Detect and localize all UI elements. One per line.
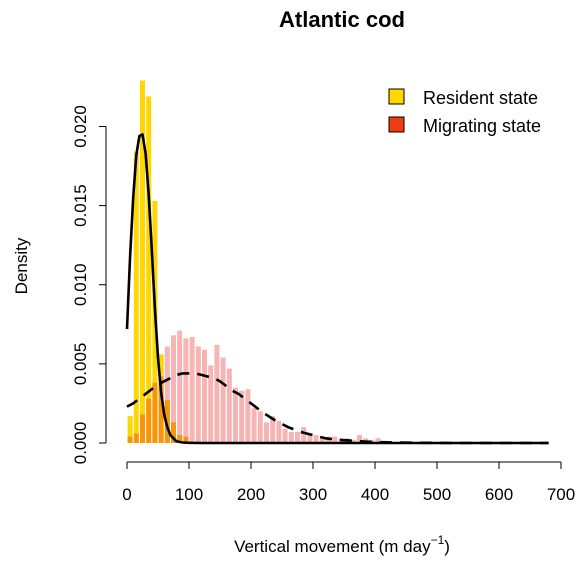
migrating-bar: [332, 436, 338, 443]
overlap-bar: [133, 433, 139, 443]
x-tick-label: 500: [423, 485, 451, 504]
x-axis-label-main: Vertical movement (m day: [234, 537, 431, 556]
legend-swatch-migrating: [388, 116, 405, 133]
overlap-bar: [171, 422, 176, 443]
resident-bar: [146, 96, 152, 444]
legend: Resident state Migrating state: [388, 88, 541, 136]
histogram-bars: [127, 80, 387, 444]
y-tick-label: 0.005: [71, 343, 90, 386]
x-tick-label: 0: [122, 485, 131, 504]
migrating-bar: [276, 420, 282, 443]
migrating-bar: [288, 431, 294, 443]
x-tick-label: 100: [175, 485, 203, 504]
migrating-bar: [239, 390, 245, 443]
migrating-bar: [251, 408, 257, 443]
migrating-bar: [357, 435, 362, 443]
density-curves: [125, 133, 549, 445]
migrating-bar: [301, 427, 307, 443]
y-axis-label: Density: [12, 237, 31, 294]
y-axis-ticks: 0.000 0.005 0.010 0.015 0.020: [71, 105, 106, 464]
migrating-bar: [233, 387, 238, 443]
overlap-bar: [127, 436, 133, 443]
migrating-bar: [183, 338, 189, 443]
migrating-bar: [270, 416, 276, 443]
y-tick-label: 0.015: [71, 184, 90, 227]
migrating-bar: [164, 346, 170, 443]
migrating-bar: [171, 335, 176, 443]
axes: 0 100 200 300 400 500 600 700 0.0000.0050.0100.…: [71, 105, 575, 504]
x-tick-label: 200: [237, 485, 265, 504]
migrating-bar: [195, 346, 201, 443]
x-tick-label: 300: [299, 485, 327, 504]
chart-title: Atlantic cod: [279, 7, 405, 32]
migrating-bar: [245, 389, 251, 443]
overlap-bar: [158, 376, 164, 443]
migrating-bar: [189, 336, 195, 443]
overlap-bar: [183, 436, 189, 443]
y-tick-label: 0.010: [71, 263, 90, 306]
x-tick-label: 700: [547, 485, 575, 504]
migrating-bar: [257, 411, 263, 443]
migrating-bar: [282, 428, 288, 443]
migrating-bar: [307, 433, 313, 443]
overlap-bar: [146, 398, 152, 443]
migrating-bar: [295, 431, 300, 443]
overlap-bar: [164, 400, 170, 443]
migrating-bar: [313, 435, 319, 443]
migrating-bar: [177, 330, 183, 443]
x-axis-ticks: 0 100 200 300 400 500 600 700: [122, 462, 575, 504]
migrating-bar: [214, 344, 220, 443]
migrating-bar: [226, 368, 232, 443]
y-tick-label: 0.000: [71, 422, 90, 465]
migrating-bar: [350, 439, 356, 443]
resident-bar: [133, 151, 139, 444]
migrating-bar: [220, 357, 226, 443]
migrating-bar: [202, 349, 207, 443]
legend-label-migrating: Migrating state: [423, 116, 541, 136]
migrating-bar: [208, 365, 214, 443]
migrating-density-curve: [126, 372, 549, 445]
x-axis-label-close: ): [444, 537, 450, 556]
x-axis-label: Vertical movement (m day−1): [234, 533, 450, 556]
resident-density-curve: [125, 133, 549, 445]
overlap-bar: [177, 435, 183, 443]
resident-bar: [127, 416, 133, 443]
y-tick-label: 0.020: [71, 105, 90, 148]
migrating-bar: [264, 422, 269, 443]
migrating-bar: [319, 436, 325, 443]
overlap-bar: [152, 382, 158, 443]
legend-label-resident: Resident state: [423, 88, 538, 108]
legend-swatch-resident: [388, 88, 405, 105]
overlap-bar: [140, 414, 145, 443]
x-axis-label-superscript: −1: [431, 533, 445, 547]
x-tick-label: 400: [361, 485, 389, 504]
x-tick-label: 600: [485, 485, 513, 504]
resident-bar: [140, 80, 145, 443]
migrating-bar: [375, 438, 381, 443]
